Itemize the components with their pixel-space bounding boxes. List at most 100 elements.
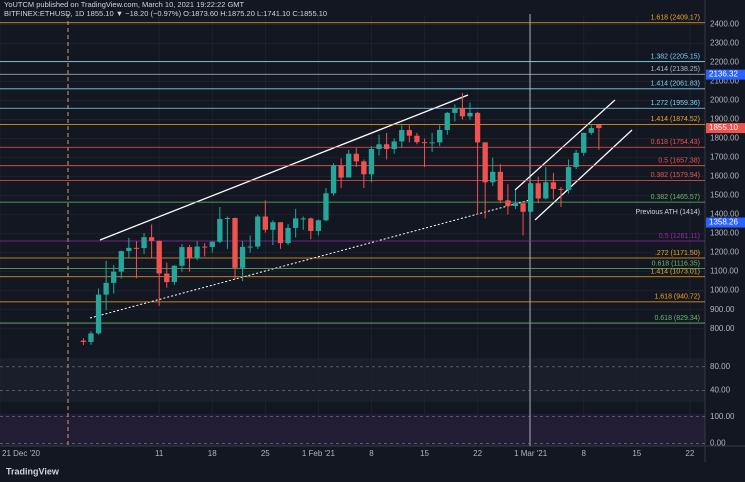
candle-body xyxy=(95,294,102,334)
x-tick-label: 22 xyxy=(473,449,482,458)
y-tick-label: 1400.00 xyxy=(710,210,739,219)
price-label-box xyxy=(706,69,745,80)
candle-body xyxy=(565,167,572,190)
candle-body xyxy=(383,144,390,150)
x-tick-label: 22 xyxy=(685,449,694,458)
candle-body xyxy=(224,218,231,220)
candle-body xyxy=(300,218,306,220)
candle-body xyxy=(186,247,193,259)
x-tick-label: 8 xyxy=(369,449,374,458)
pane-tick-label: 40.00 xyxy=(710,385,731,394)
level-label: 1.272 (1959.36) xyxy=(651,100,700,107)
candle-body xyxy=(550,182,557,189)
candle-body xyxy=(452,108,458,113)
y-tick-label: 1000.00 xyxy=(710,286,739,295)
level-label: 0.618 (1116.35) xyxy=(652,260,700,267)
rsi-pane xyxy=(0,358,705,402)
level-label: 0.382 (1579.94) xyxy=(651,172,700,179)
price-label: 1855.10 xyxy=(709,123,738,132)
candle-body xyxy=(194,246,200,259)
candle-body xyxy=(277,222,284,244)
channel-line xyxy=(534,129,633,221)
level-label: 0.5 (1261.11) xyxy=(659,233,700,240)
x-tick-label: 1 Mar '21 xyxy=(514,449,548,458)
candle-body xyxy=(346,153,352,178)
candle-body xyxy=(490,171,496,183)
candle-body xyxy=(512,203,519,207)
x-tick-label: 15 xyxy=(420,449,429,458)
level-label: 1.618 (940.72) xyxy=(654,294,700,301)
candle-body xyxy=(111,271,117,283)
pane-tick-label: 0.00 xyxy=(710,438,726,447)
trendline xyxy=(99,94,469,241)
y-tick-label: 800.00 xyxy=(710,324,735,333)
price-label: 1358.26 xyxy=(709,218,738,227)
y-tick-label: 1500.00 xyxy=(710,191,739,200)
pane-tick-label: 80.00 xyxy=(710,362,731,371)
candle-body xyxy=(368,149,375,175)
level-label: 0.618 (829.34) xyxy=(654,315,700,322)
candle-body xyxy=(581,132,587,153)
candle-body xyxy=(262,216,268,230)
candle-body xyxy=(232,218,238,268)
y-tick-label: 900.00 xyxy=(710,305,735,314)
candle-body xyxy=(459,108,466,117)
y-tick-label: 2400.00 xyxy=(710,20,739,29)
channel-line xyxy=(514,99,616,191)
candle-body xyxy=(88,333,94,342)
x-tick-label: 21 Dec '20 xyxy=(2,449,41,458)
candle-body xyxy=(126,247,132,252)
candle-body xyxy=(308,218,314,231)
candle-body xyxy=(421,142,428,144)
header-title: YoUTCM published on TradingView.com, Mar… xyxy=(4,0,245,9)
candle-body xyxy=(338,165,344,178)
candle-body xyxy=(353,153,359,162)
level-label: 1.618 (2409.17) xyxy=(651,15,700,22)
candle-body xyxy=(330,165,337,194)
candle-body xyxy=(179,247,185,266)
header-symbol: BITFINEX:ETHUSD, 1D 1855.10 ▼ −18.20 (−0… xyxy=(4,9,327,18)
candle-body xyxy=(217,218,223,242)
candle-body xyxy=(285,227,291,244)
candle-body xyxy=(315,220,322,231)
candle-body xyxy=(164,273,170,283)
x-tick-label: 11 xyxy=(155,449,164,458)
y-tick-label: 2100.00 xyxy=(710,77,739,86)
candle-body xyxy=(474,112,481,143)
y-tick-label: 1700.00 xyxy=(710,153,739,162)
candle-body xyxy=(527,183,534,212)
price-label-box xyxy=(706,123,745,134)
candle-body xyxy=(118,251,124,272)
price-label: 2136.32 xyxy=(709,70,738,79)
candle-body xyxy=(596,124,602,129)
candle-body xyxy=(80,340,87,342)
level-label: 1.414 (1874.52) xyxy=(651,116,700,123)
candle-body xyxy=(497,171,503,201)
x-tick-label: 15 xyxy=(632,449,641,458)
candle-body xyxy=(573,152,579,168)
y-tick-label: 1200.00 xyxy=(710,248,739,257)
candle-body xyxy=(429,142,435,144)
candle-body xyxy=(505,200,511,207)
candle-body xyxy=(156,240,162,274)
candle-body xyxy=(103,282,109,295)
price-label-box xyxy=(706,217,745,228)
y-tick-label: 2000.00 xyxy=(710,96,739,105)
candle-body xyxy=(399,130,405,142)
candle-body xyxy=(361,161,367,175)
x-tick-label: 25 xyxy=(261,449,270,458)
annotation: Previous ATH (1414) xyxy=(636,209,700,216)
candle-body xyxy=(255,216,261,247)
stoch-pane xyxy=(0,414,705,446)
candle-body xyxy=(171,265,178,283)
candle-body xyxy=(376,144,382,150)
y-tick-label: 1300.00 xyxy=(710,229,739,238)
candle-body xyxy=(482,142,488,183)
level-label: 0.5 (1657.38) xyxy=(658,158,700,165)
candle-body xyxy=(558,188,564,190)
candle-body xyxy=(270,222,276,230)
level-label: 0.382 (1465.57) xyxy=(651,194,700,201)
candle-body xyxy=(141,237,147,249)
candle-body xyxy=(391,141,397,150)
